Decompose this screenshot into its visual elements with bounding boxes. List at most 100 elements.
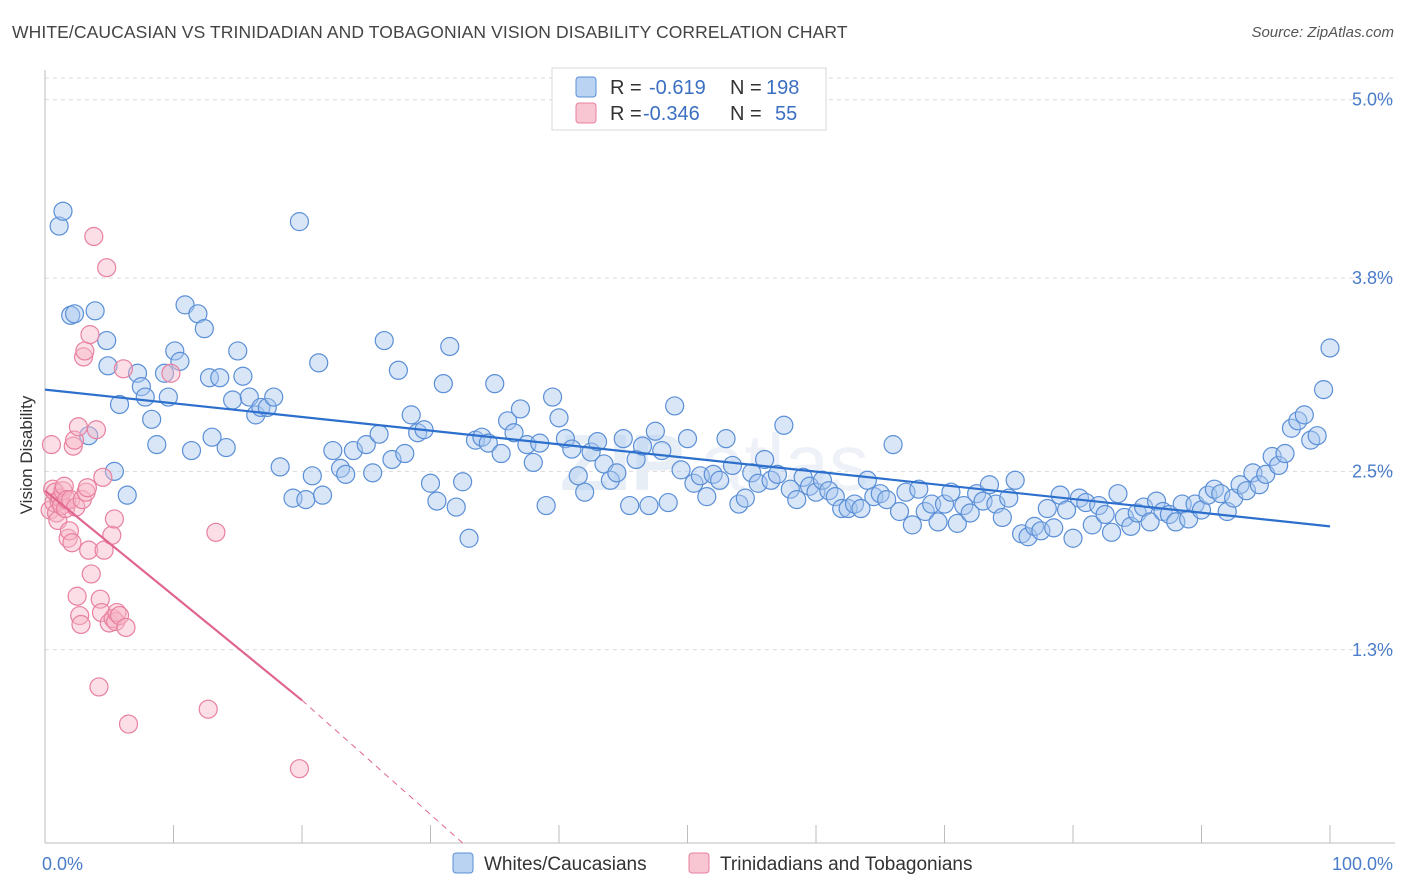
data-point [1275,443,1295,464]
data-point [620,495,640,516]
data-point [199,368,220,388]
data-point [710,470,730,490]
chart-title: WHITE/CAUCASIAN VS TRINIDADIAN AND TOBAG… [12,22,848,42]
data-point [181,440,202,461]
data-point [395,443,415,464]
data-point [1146,491,1167,511]
data-point [1037,498,1057,519]
data-point [1063,528,1083,548]
data-point [81,564,101,584]
data-point [80,325,100,345]
data-point [1281,418,1302,438]
y-tick-label: 3.8% [1352,268,1393,288]
legend-n-value: 55 [775,103,797,125]
data-point [154,363,175,383]
trend-lines [44,388,1331,844]
data-point [632,436,653,456]
data-point [202,427,222,447]
data-point [780,479,800,499]
data-point [401,405,421,425]
data-point [330,458,351,478]
data-point [825,487,845,507]
data-point [228,341,248,361]
legend-n-label: N = [730,103,762,125]
data-point [767,464,788,484]
y-tick-labels: 1.3% 2.5% 3.8% 5.0% [1352,90,1393,660]
data-point [1101,522,1122,542]
data-point [504,423,524,443]
data-point [658,492,678,513]
data-point [607,463,627,483]
data-point [754,449,775,470]
data-point [915,501,935,522]
data-point [1082,515,1102,535]
data-point [677,429,698,449]
data-point [941,482,961,502]
data-point [109,605,130,626]
data-point [223,390,243,410]
data-point [309,353,329,373]
data-point [113,359,133,379]
data-point [98,356,118,376]
data-point [64,304,85,324]
data-point [575,482,595,502]
y-axis-title: Vision Disability [17,395,36,514]
y-tick-label: 5.0% [1352,90,1393,110]
data-point [270,457,290,477]
data-point [684,473,704,493]
data-point [336,464,356,484]
data-point [94,540,114,560]
data-point [62,533,82,553]
data-point [79,540,99,560]
legend-n-value: 198 [766,77,799,99]
y-tick-label: 1.3% [1352,640,1393,660]
legend-r-label: R = [610,103,642,125]
data-point [147,435,167,455]
data-point [536,495,556,516]
data-point [491,443,511,464]
gridlines [45,77,1395,651]
data-point [523,452,543,473]
data-point [67,586,87,606]
bottom-legend-label-whites: Whites/Caucasians [484,854,647,875]
data-point [388,360,408,380]
data-point [613,429,633,449]
data-point [312,485,333,505]
data-point [722,455,743,476]
data-point [446,497,466,517]
data-point [478,433,498,453]
data-point [1056,500,1077,520]
data-point [542,387,563,407]
data-point [420,473,441,493]
data-point [587,432,608,452]
data-point [568,466,588,486]
data-point [49,216,69,236]
data-point [947,513,967,533]
data-point [1211,484,1231,504]
x-tick-label: 100.0% [1332,854,1393,874]
data-point [549,408,569,428]
data-point [161,363,181,383]
data-point [774,415,794,435]
data-point [102,525,122,545]
data-point [877,490,897,510]
data-point [210,368,230,388]
y-tick-label: 2.5% [1352,461,1393,481]
data-point [671,460,691,480]
data-point [600,470,621,490]
data-point [992,507,1012,528]
data-point [909,479,929,499]
data-point [485,374,505,394]
data-point [107,602,127,623]
data-point [104,509,124,529]
bottom-legend-swatch-blue [452,852,474,874]
data-point [109,394,130,415]
axes [44,70,1395,844]
data-point [71,614,91,635]
data-point [264,387,284,407]
data-point [510,399,531,419]
legend-r-label: R = [610,77,642,99]
data-point [59,521,80,541]
data-point [104,461,124,481]
bottom-legend-label-trinidadian: Trinidadians and Tobagonians [720,854,972,875]
